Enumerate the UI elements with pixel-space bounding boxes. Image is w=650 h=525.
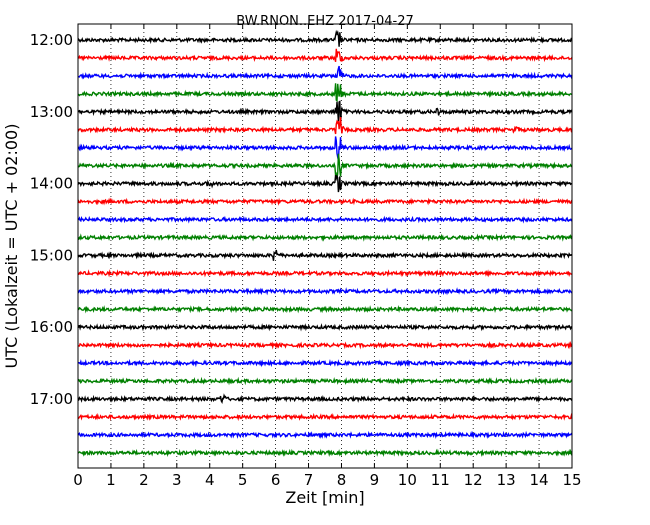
x-tick-label: 10 [398,471,417,489]
x-tick-label: 11 [431,471,450,489]
trace-1615 [77,340,573,350]
x-tick-label: 9 [370,471,380,489]
trace-1245 [77,83,573,102]
y-tick-label: 14:00 [30,175,73,193]
x-tick-label: 7 [304,471,314,489]
trace-1645 [77,376,573,386]
x-axis-label: Zeit [min] [285,488,364,507]
x-tick-label: 5 [238,471,248,489]
trace-1300 [77,100,573,126]
x-tick-label: 2 [139,471,149,489]
x-tick-label: 15 [562,471,581,489]
tick-layer: 0 1 2 3 4 5 6 7 8 9 10 11 12 13 14 1512:0013:0014:0015:… [30,24,582,489]
trace-1600 [77,323,573,332]
trace-1230 [77,65,573,80]
x-tick-label: 1 [106,471,116,489]
trace-1330 [77,136,573,161]
trace-1730 [77,430,573,440]
trace-1430 [77,215,573,224]
trace-1630 [77,358,573,368]
chart-title: BW.RNON..EHZ 2017-04-27 [236,14,414,29]
y-tick-label: 12:00 [30,31,73,49]
x-tick-label: 13 [497,471,516,489]
x-tick-label: 14 [530,471,549,489]
x-tick-label: 3 [172,471,182,489]
trace-1530 [77,287,573,296]
grid-layer [110,24,540,468]
y-axis-label: UTC (Lokalzeit = UTC + 02:00) [2,124,21,369]
trace-1715 [77,412,573,422]
trace-1345 [77,153,573,179]
trace-1745 [77,448,573,458]
x-tick-label: 0 [73,471,83,489]
x-tick-label: 6 [271,471,281,489]
trace-layer [77,29,573,458]
x-tick-label: 8 [337,471,347,489]
trace-1545 [78,304,573,314]
trace-1200 [77,29,573,47]
trace-1400 [77,174,573,193]
trace-1445 [77,233,573,242]
trace-1315 [77,116,573,135]
trace-1415 [77,197,573,206]
trace-1500 [77,249,573,261]
trace-1515 [77,269,573,278]
x-tick-label: 4 [205,471,215,489]
plot-frame [77,23,573,469]
y-tick-label: 13:00 [30,103,73,121]
y-tick-label: 16:00 [30,318,73,336]
trace-1700 [77,393,573,404]
x-tick-label: 12 [464,471,483,489]
trace-1215 [77,48,573,63]
y-tick-label: 17:00 [30,390,73,408]
y-tick-label: 15:00 [30,246,73,264]
